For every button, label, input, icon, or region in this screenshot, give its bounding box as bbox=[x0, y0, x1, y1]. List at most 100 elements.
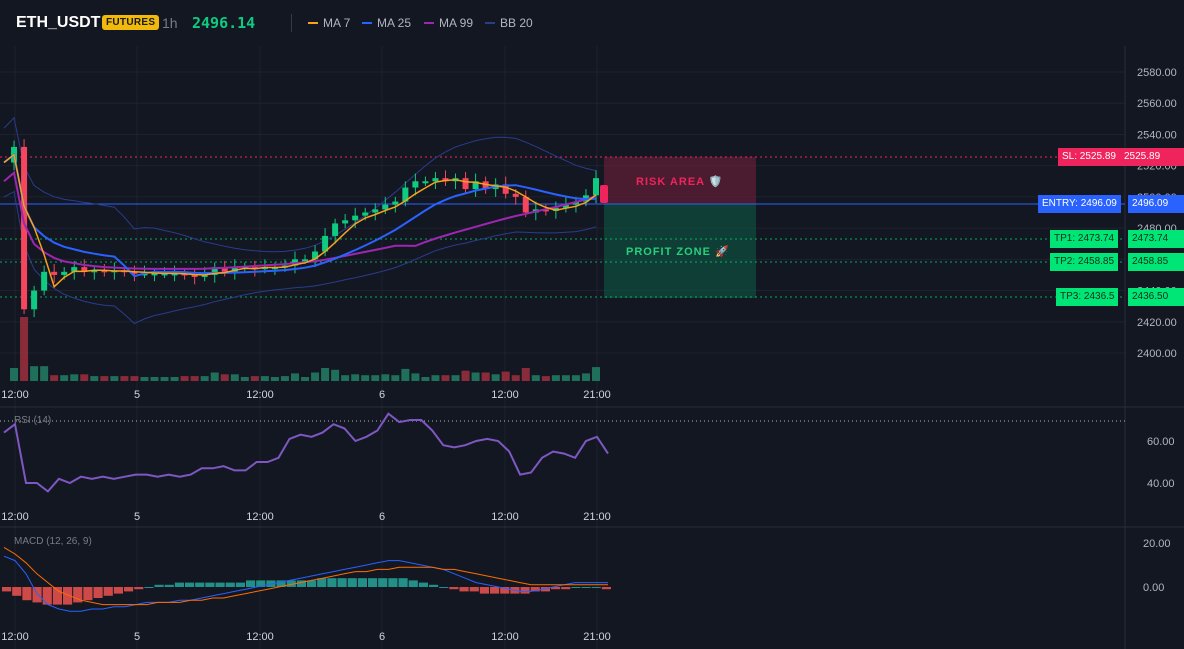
volume-bar bbox=[481, 372, 490, 381]
candle-body bbox=[131, 271, 138, 274]
macd-hist-bar bbox=[347, 578, 357, 587]
macd-hist-bar bbox=[601, 587, 611, 590]
ma25-line bbox=[3, 152, 597, 278]
time-tick-label: 21:00 bbox=[583, 631, 611, 643]
entry-price-tag: 2496.09 bbox=[1128, 195, 1184, 213]
time-axis[interactable]: 12:00 5 12:00 6 12:00 21:00 12:00 5 12:00 6 12:00 2… bbox=[1, 389, 611, 643]
macd-hist-bar bbox=[591, 587, 601, 588]
tp2-tag[interactable]: TP2: 2458.85 bbox=[1050, 253, 1119, 271]
candle-body bbox=[502, 184, 509, 194]
volume-bar bbox=[471, 372, 480, 381]
volume-bar bbox=[290, 373, 299, 381]
volume-bar bbox=[511, 375, 520, 381]
legend-ma7[interactable]: MA 7 bbox=[308, 16, 350, 30]
legend-bb20[interactable]: BB 20 bbox=[485, 16, 533, 30]
volume-bar bbox=[381, 374, 390, 381]
volume-bar bbox=[170, 377, 179, 381]
ma99-swatch bbox=[424, 22, 434, 24]
volume-bar bbox=[571, 375, 580, 381]
macd-hist-bar bbox=[500, 587, 510, 594]
volume-bar bbox=[531, 375, 540, 381]
macd-hist-bar bbox=[408, 580, 418, 587]
tp3-tag[interactable]: TP3: 2436.5 bbox=[1056, 288, 1119, 306]
macd-hist-bar bbox=[368, 578, 378, 587]
macd-hist-bar bbox=[418, 582, 428, 587]
volume-bar bbox=[441, 375, 450, 381]
candle-body bbox=[91, 270, 98, 273]
volume-bar bbox=[20, 317, 29, 381]
tp3-price-tag: 2436.50 bbox=[1128, 288, 1184, 306]
macd-hist-bar bbox=[439, 587, 449, 588]
macd-histogram bbox=[2, 578, 611, 605]
macd-tick-label: 20.00 bbox=[1143, 538, 1171, 550]
legend-ma25[interactable]: MA 25 bbox=[362, 16, 411, 30]
time-tick-label: 12:00 bbox=[1, 631, 29, 643]
timeframe-label[interactable]: 1h bbox=[162, 15, 178, 31]
volume-bar bbox=[90, 376, 99, 381]
candle-body bbox=[593, 178, 599, 196]
volume-bar bbox=[190, 376, 199, 381]
candle-body bbox=[141, 273, 148, 276]
time-tick-label: 12:00 bbox=[491, 631, 519, 643]
price-tick-label: 2540.00 bbox=[1137, 129, 1177, 141]
candle-body bbox=[412, 181, 419, 188]
volume-bar bbox=[250, 376, 259, 381]
tp1-tag-label: TP1: 2473.74 bbox=[1054, 233, 1115, 244]
volume-bar bbox=[270, 377, 279, 381]
volume-bar bbox=[421, 377, 430, 381]
rsi-label[interactable]: RSI (14) bbox=[14, 415, 52, 426]
macd-hist-bar bbox=[561, 587, 571, 590]
tp2-tag-label: TP2: 2458.85 bbox=[1054, 256, 1115, 267]
macd-hist-bar bbox=[449, 587, 459, 590]
volume-bar bbox=[260, 376, 269, 381]
sl-price-tag: 2525.89 bbox=[1120, 148, 1184, 166]
candle-body bbox=[201, 274, 208, 277]
price-tick-label: 2400.00 bbox=[1137, 348, 1177, 360]
sl-tag[interactable]: SL: 2525.89 bbox=[1058, 148, 1120, 166]
tp2-price-tag: 2458.85 bbox=[1128, 253, 1184, 271]
legend-ma99[interactable]: MA 99 bbox=[424, 16, 473, 30]
time-tick-label: 12:00 bbox=[246, 511, 274, 523]
time-tick-label: 12:00 bbox=[246, 389, 274, 401]
candle-body bbox=[211, 267, 218, 275]
macd-hist-bar bbox=[490, 587, 500, 594]
volume-bar bbox=[321, 368, 330, 381]
macd-hist-bar bbox=[22, 587, 32, 601]
volume-bar bbox=[70, 374, 79, 381]
tp1-tag[interactable]: TP1: 2473.74 bbox=[1050, 230, 1119, 248]
time-tick-label: 12:00 bbox=[491, 511, 519, 523]
volume-bar bbox=[140, 377, 149, 381]
candle-body bbox=[342, 220, 349, 224]
bb20-label: BB 20 bbox=[500, 16, 533, 30]
macd-hist-bar bbox=[93, 587, 103, 598]
candle-body bbox=[151, 273, 158, 276]
rsi-line bbox=[3, 412, 609, 493]
volume-bar bbox=[210, 372, 219, 381]
candle-body bbox=[392, 201, 399, 205]
time-tick-label: 21:00 bbox=[583, 389, 611, 401]
candle-body bbox=[332, 223, 339, 236]
symbol-name[interactable]: ETH_USDT bbox=[16, 14, 101, 31]
price-axis[interactable]: 2580.002560.002540.002520.002500.002480.… bbox=[1137, 67, 1177, 594]
volume-bar bbox=[551, 375, 560, 381]
candle-body bbox=[542, 209, 549, 212]
ma7-line bbox=[3, 153, 597, 289]
candle-body bbox=[161, 273, 168, 276]
bb-lower-line bbox=[3, 190, 597, 325]
grid-lines bbox=[0, 46, 1125, 649]
volume-bar bbox=[50, 375, 59, 381]
candle-body bbox=[562, 204, 569, 208]
candle-body bbox=[432, 178, 439, 182]
macd-hist-bar bbox=[530, 587, 540, 592]
volume-bar bbox=[431, 375, 440, 381]
volume-bar bbox=[521, 368, 530, 381]
time-tick-label: 12:00 bbox=[246, 631, 274, 643]
entry-tag[interactable]: ENTRY: 2496.09 bbox=[1038, 195, 1121, 213]
macd-hist-bar bbox=[103, 587, 113, 596]
ma25-swatch bbox=[362, 22, 372, 24]
signal-line bbox=[3, 546, 608, 606]
macd-hist-bar bbox=[113, 587, 123, 594]
macd-label[interactable]: MACD (12, 26, 9) bbox=[14, 536, 92, 547]
volume-bar bbox=[491, 374, 500, 381]
